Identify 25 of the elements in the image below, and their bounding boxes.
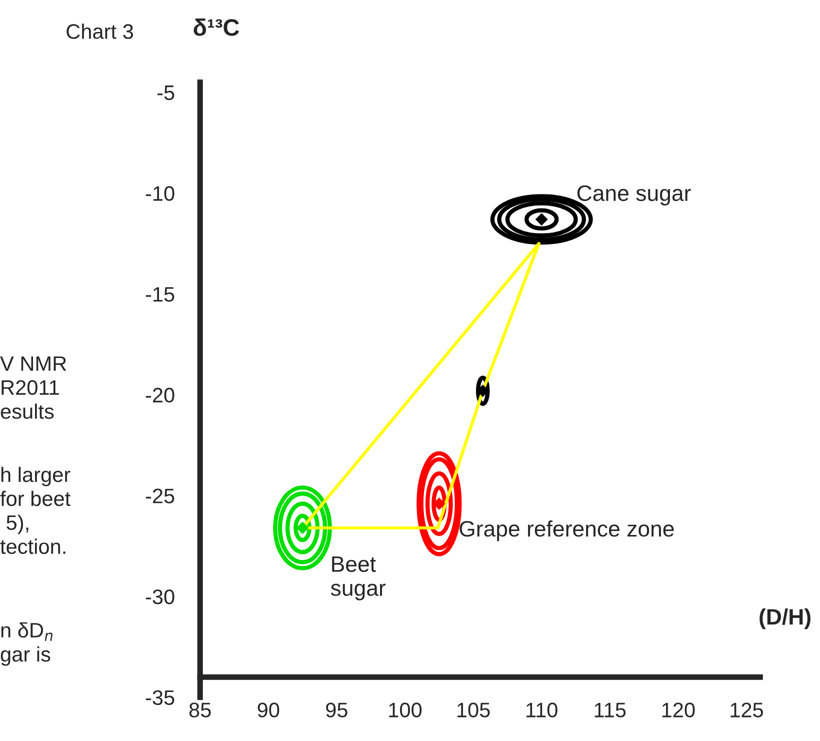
annotation: Grape reference zone (460, 520, 674, 542)
y-tick-label: -10 (146, 186, 174, 201)
chart-title: Chart 3 (66, 24, 134, 39)
x-tick-label: 100 (389, 702, 422, 718)
annotation: Cane sugar (577, 185, 691, 206)
text: V NMR R2011 esults (0, 356, 66, 419)
y-tick-label: -25 (146, 488, 174, 504)
x-tick-label: 125 (730, 702, 763, 718)
y-tick-label: -5 (157, 86, 174, 100)
y-tick-label: -15 (146, 287, 174, 302)
y-tick-label: -20 (146, 388, 174, 403)
text: h larger for beet 5), tection. (0, 466, 70, 554)
y-tick-label: -30 (146, 589, 174, 604)
annotation: Beet sugar (330, 556, 386, 600)
x-tick-label: 105 (457, 702, 490, 718)
text: n δD$_{n}$ gar is (0, 622, 52, 666)
x-tick-label: 85 (189, 702, 211, 718)
x-tick-label: 120 (662, 702, 695, 718)
y-axis-title: δ¹³C (194, 18, 240, 36)
x-tick-label: 90 (258, 702, 280, 718)
x-tick-label: 95 (326, 702, 348, 718)
x-axis-title: (D/H) (760, 608, 810, 630)
y-tick-label: -35 (146, 690, 174, 706)
x-tick-label: 110 (526, 702, 558, 718)
x-tick-label: 115 (594, 702, 626, 718)
